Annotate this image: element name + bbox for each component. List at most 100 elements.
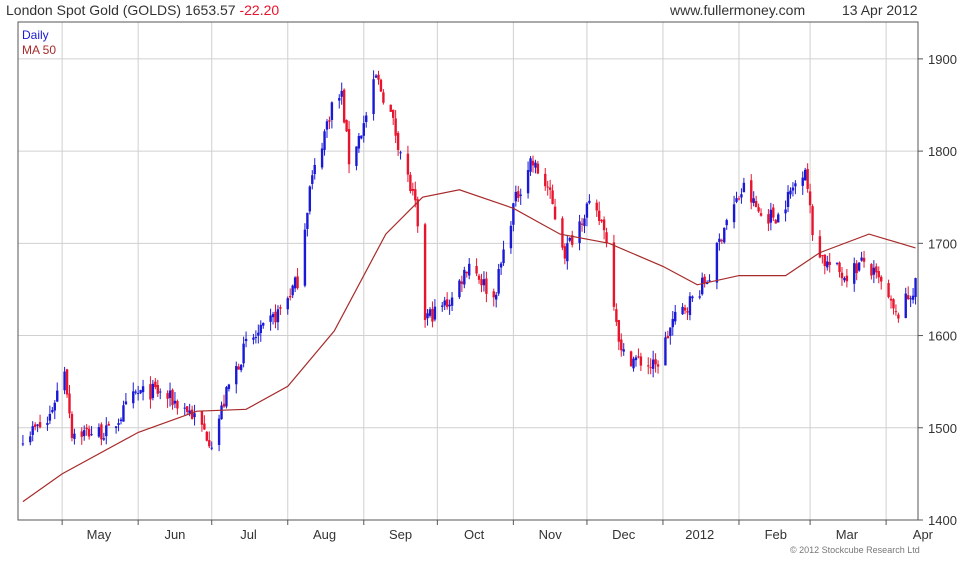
candle-body: [205, 431, 209, 441]
candle-body: [708, 280, 711, 282]
candle-body: [600, 220, 603, 222]
candle-body: [68, 393, 71, 414]
candle-body: [271, 314, 275, 318]
candle-body: [119, 419, 123, 421]
candle-body: [399, 152, 402, 154]
candle-body: [357, 135, 361, 149]
candle-body: [801, 177, 804, 186]
candle-body: [149, 384, 152, 400]
candle-body: [475, 266, 478, 274]
candle-body: [414, 189, 417, 201]
candle-body: [433, 306, 437, 320]
candle-body: [715, 242, 719, 283]
candle-body: [166, 393, 169, 399]
candle-body: [409, 174, 412, 192]
candle-body: [183, 407, 186, 409]
candle-body: [85, 427, 88, 430]
candle-body: [33, 424, 37, 427]
candle-body: [217, 418, 221, 445]
x-tick-label: Feb: [765, 527, 787, 542]
candle-body: [647, 365, 650, 367]
candle-body: [411, 188, 415, 191]
candle-body: [90, 434, 93, 436]
candle-body: [311, 175, 314, 184]
candle-body: [259, 324, 262, 334]
y-tick-label: 1800: [928, 144, 957, 159]
candle-body: [200, 410, 204, 425]
candle-body: [588, 200, 591, 203]
candle-body: [651, 359, 655, 369]
candle-body: [723, 227, 726, 243]
candle-body: [889, 298, 893, 301]
candle-body: [313, 164, 316, 175]
candle-body: [210, 447, 213, 449]
candle-body: [463, 269, 466, 285]
candle-body: [534, 162, 537, 168]
candle-body: [742, 182, 746, 193]
candle-body: [482, 279, 486, 286]
candle-body: [227, 384, 231, 389]
candle-body: [544, 173, 547, 187]
candle-body: [65, 369, 69, 395]
candle-body: [617, 320, 621, 342]
candle-body: [914, 278, 917, 297]
x-tick-label: May: [87, 527, 112, 542]
candle-body: [818, 236, 822, 258]
candle-body: [252, 337, 255, 340]
candle-body: [906, 295, 910, 300]
candle-body: [526, 170, 530, 194]
candle-body: [100, 424, 103, 440]
candle-body: [566, 243, 569, 262]
x-tick-label: Oct: [464, 527, 485, 542]
candle-body: [911, 295, 915, 300]
candle-body: [220, 405, 223, 420]
candle-body: [683, 307, 687, 311]
candle-body: [666, 335, 670, 339]
candle-body: [862, 257, 866, 262]
candle-body: [551, 190, 554, 204]
candle-body: [330, 102, 334, 120]
candle-body: [669, 327, 672, 336]
candle-body: [718, 238, 721, 242]
y-tick-label: 1400: [928, 513, 957, 528]
candle-body: [151, 383, 155, 399]
candle-body: [36, 424, 39, 426]
candle-body: [190, 409, 194, 419]
candle-body: [154, 381, 157, 388]
candle-body: [843, 278, 846, 281]
candle-body: [740, 194, 743, 198]
candle-body: [428, 309, 432, 316]
candle-body: [168, 390, 172, 399]
plot-frame: [17, 21, 919, 521]
chart-header: London Spot Gold (GOLDS) 1653.57 -22.20 …: [0, 0, 980, 22]
candle-body: [700, 277, 704, 295]
candle-body: [892, 299, 895, 309]
candle-body: [808, 191, 812, 206]
candle-body: [372, 79, 375, 115]
candle-body: [629, 351, 633, 367]
candle-body: [639, 356, 643, 366]
candle-body: [495, 294, 498, 300]
candle-body: [257, 332, 260, 336]
candle-body: [136, 393, 140, 395]
candle-body: [671, 318, 674, 328]
candle-body: [193, 413, 196, 418]
candle-body: [485, 278, 488, 294]
y-tick-label: 1700: [928, 236, 957, 251]
candle-body: [845, 275, 849, 282]
candle-body: [904, 293, 907, 318]
candle-body: [423, 224, 427, 321]
candle-body: [244, 338, 248, 342]
x-tick-label: Dec: [612, 527, 636, 542]
candle-body: [445, 299, 449, 307]
candle-body: [553, 206, 557, 220]
candle-body: [597, 210, 601, 221]
legend: Daily MA 50: [22, 28, 56, 58]
candle-body: [460, 281, 464, 284]
candle-body: [880, 276, 883, 282]
candle-body: [583, 218, 586, 227]
candle-body: [159, 391, 162, 393]
x-tick-label: Jun: [164, 527, 185, 542]
